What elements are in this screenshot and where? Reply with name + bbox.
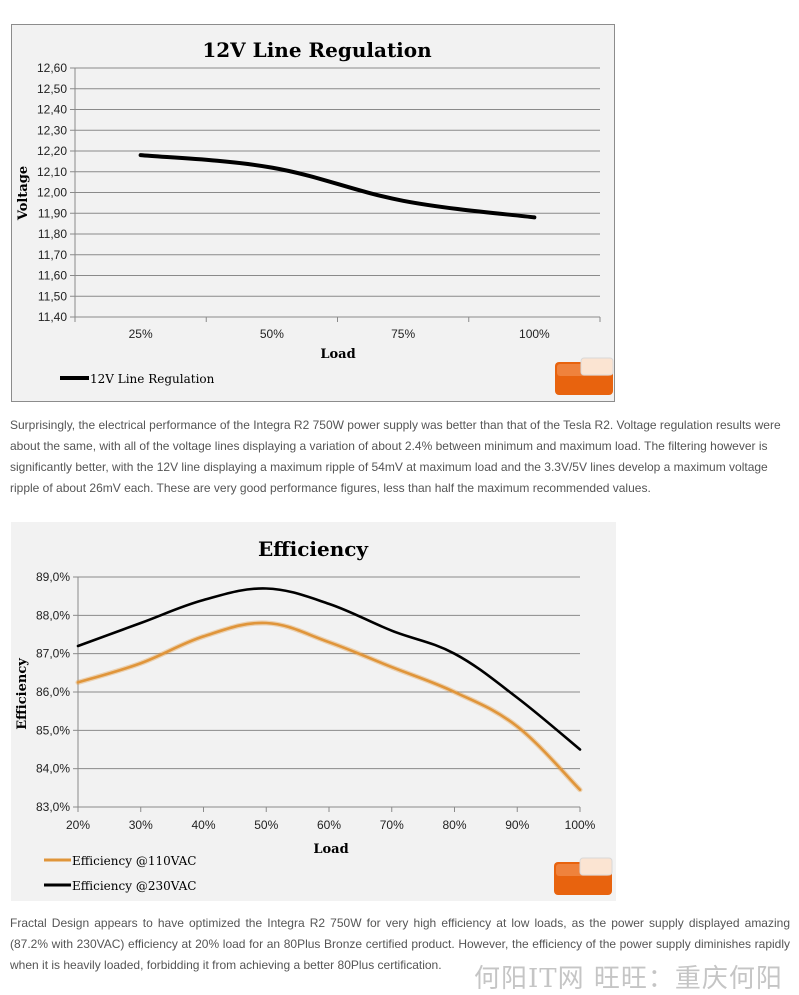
legit-reviews-logo-icon [555,358,613,395]
series-lines [141,155,535,217]
y-tick-label: 11,60 [38,269,67,283]
legend-label-110vac: Efficiency @110VAC [72,854,196,868]
y-tick-label: 85,0% [36,723,70,737]
y-tick-label: 87,0% [36,647,70,661]
x-axis-label: Load [320,347,355,362]
chart-title: Efficiency [258,537,369,561]
legend-label-230vac: Efficiency @230VAC [72,879,196,893]
x-tick-label: 20% [66,818,90,832]
chart-title: 12V Line Regulation [202,38,432,62]
watermark: 何阳IT网 旺旺：重庆何阳 [474,958,783,995]
gridlines [73,577,580,812]
x-tick-label: 80% [442,818,466,832]
gridlines [70,68,600,322]
y-tick-label: 12,10 [37,165,67,179]
x-tick-label: 50% [254,818,278,832]
y-tick-label: 88,0% [36,608,70,622]
y-tick-label: 12,40 [37,103,67,117]
y-tick-labels: 12,60 12,50 12,40 12,30 12,20 12,10 12,00 11,90… [37,61,67,324]
y-axis-label: Efficiency [15,658,30,730]
series-line-0 [78,623,580,790]
y-tick-label: 12,00 [37,186,67,200]
x-tick-label: 60% [317,818,341,832]
x-tick-label: 100% [565,818,596,832]
x-tick-label: 25% [129,327,153,341]
chart-efficiency: Efficiency 89,0% 88,0% 87,0% 86,0% 85,0% 84,0… [11,522,616,901]
y-tick-labels: 89,0% 88,0% 87,0% 86,0% 85,0% 84,0% 83,0% [36,570,70,814]
y-tick-label: 12,60 [37,61,67,75]
y-tick-label: 12,20 [37,144,67,158]
x-tick-label: 50% [260,327,284,341]
chart-efficiency-svg: Efficiency 89,0% 88,0% 87,0% 86,0% 85,0% 84,0… [11,522,616,901]
y-tick-label: 12,30 [37,123,67,137]
y-tick-label: 89,0% [36,570,70,584]
y-tick-label: 86,0% [36,685,70,699]
series-glow [78,623,580,790]
x-tick-labels: 25% 50% 75% 100% [129,327,550,341]
y-tick-label: 11,40 [38,310,67,324]
x-tick-label: 30% [129,818,153,832]
y-tick-label: 11,70 [38,248,67,262]
y-tick-label: 11,90 [38,206,67,220]
series-line-1 [78,588,580,749]
x-tick-label: 70% [380,818,404,832]
article-paragraph-line-regulation: Surprisingly, the electrical performance… [10,415,790,499]
y-tick-label: 83,0% [36,800,70,814]
y-tick-label: 11,80 [38,227,67,241]
x-tick-label: 40% [191,818,215,832]
x-tick-label: 90% [505,818,529,832]
legit-reviews-logo-icon [554,858,612,895]
chart-12v-svg: 12V Line Regulation 12,60 12,50 12,40 12,30… [12,25,614,401]
y-tick-label: 12,50 [37,82,67,96]
legend-label: 12V Line Regulation [90,372,215,386]
y-axis-label: Voltage [16,166,31,221]
x-axis-label: Load [313,842,348,857]
x-tick-label: 75% [391,327,415,341]
x-tick-label: 100% [519,327,550,341]
x-tick-labels: 20% 30% 40% 50% 60% 70% 80% 90% 100% [66,818,596,832]
y-tick-label: 11,50 [38,289,67,303]
y-tick-label: 84,0% [36,762,70,776]
series-lines [78,588,580,789]
series-line-0 [141,155,535,217]
chart-12v-line-regulation: 12V Line Regulation 12,60 12,50 12,40 12,30… [11,24,615,402]
